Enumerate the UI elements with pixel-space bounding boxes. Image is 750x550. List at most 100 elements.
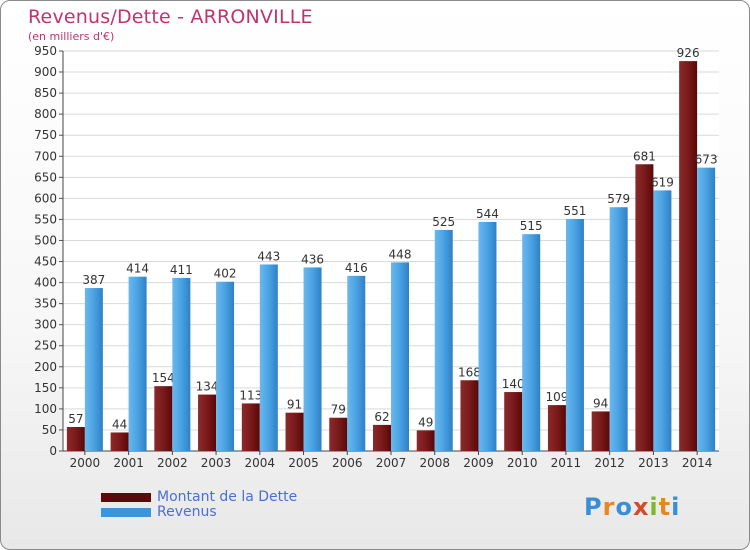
bar-revenue bbox=[434, 229, 453, 451]
data-label-revenue: 387 bbox=[82, 273, 105, 287]
x-tick-label: 2010 bbox=[507, 456, 538, 470]
data-label-revenue: 551 bbox=[563, 204, 586, 218]
legend-swatch-debt bbox=[101, 492, 151, 502]
proxiti-logo: Proxiti bbox=[584, 493, 680, 521]
data-label-debt: 113 bbox=[239, 388, 262, 402]
x-tick-label: 2003 bbox=[201, 456, 232, 470]
x-tick-label: 2005 bbox=[288, 456, 319, 470]
logo-letter: r bbox=[602, 493, 616, 521]
data-label-debt: 57 bbox=[68, 412, 83, 426]
y-tick-label: 50 bbox=[42, 423, 57, 437]
data-label-revenue: 619 bbox=[651, 175, 674, 189]
data-label-revenue: 402 bbox=[214, 267, 237, 281]
x-tick-label: 2007 bbox=[376, 456, 407, 470]
y-tick-label: 500 bbox=[34, 233, 57, 247]
bar-revenue bbox=[478, 221, 497, 451]
x-tick-label: 2009 bbox=[463, 456, 494, 470]
y-tick-label: 150 bbox=[34, 381, 57, 395]
y-tick-label: 250 bbox=[34, 339, 57, 353]
bar-debt bbox=[416, 430, 435, 451]
bar-debt bbox=[198, 394, 217, 451]
y-tick-label: 900 bbox=[34, 65, 57, 79]
bar-revenue bbox=[565, 219, 584, 451]
bar-revenue bbox=[172, 277, 191, 451]
data-label-debt: 926 bbox=[677, 46, 700, 60]
chart-title: Revenus/Dette - ARRONVILLE bbox=[28, 6, 313, 28]
bar-debt bbox=[547, 405, 566, 451]
data-label-debt: 154 bbox=[152, 371, 175, 385]
bar-debt bbox=[635, 164, 654, 451]
bar-revenue bbox=[653, 190, 672, 452]
bar-revenue bbox=[303, 267, 322, 451]
data-label-debt: 44 bbox=[112, 417, 127, 431]
bar-debt bbox=[154, 386, 173, 451]
y-tick-label: 300 bbox=[34, 318, 57, 332]
bar-debt bbox=[679, 61, 698, 452]
x-tick-label: 2006 bbox=[332, 456, 363, 470]
bar-revenue bbox=[347, 275, 366, 451]
data-label-revenue: 443 bbox=[257, 249, 280, 263]
x-tick-label: 2011 bbox=[551, 456, 582, 470]
bar-debt bbox=[373, 424, 391, 451]
bar-revenue bbox=[84, 288, 103, 451]
y-tick-label: 200 bbox=[34, 360, 57, 374]
x-tick-label: 2014 bbox=[682, 456, 713, 470]
bar-revenue bbox=[216, 281, 235, 451]
x-tick-label: 2013 bbox=[638, 456, 669, 470]
bar-revenue bbox=[697, 167, 716, 451]
x-tick-label: 2004 bbox=[245, 456, 276, 470]
x-tick-label: 2000 bbox=[70, 456, 101, 470]
logo-letter: o bbox=[615, 493, 633, 521]
bar-debt bbox=[285, 412, 304, 451]
data-label-revenue: 411 bbox=[170, 263, 193, 277]
data-label-revenue: 579 bbox=[607, 192, 630, 206]
logo-letter: P bbox=[584, 493, 603, 521]
y-tick-label: 700 bbox=[34, 149, 57, 163]
data-label-revenue: 416 bbox=[345, 261, 368, 275]
bar-debt bbox=[504, 392, 523, 451]
logo-letter: i bbox=[649, 493, 659, 521]
y-tick-label: 550 bbox=[34, 212, 57, 226]
bar-debt bbox=[66, 427, 85, 451]
bar-revenue bbox=[609, 207, 628, 451]
y-tick-label: 850 bbox=[34, 86, 57, 100]
bar-revenue bbox=[391, 262, 409, 451]
x-tick-label: 2012 bbox=[594, 456, 625, 470]
x-tick-label: 2002 bbox=[157, 456, 188, 470]
y-tick-label: 950 bbox=[34, 44, 57, 58]
logo-letter: x bbox=[632, 493, 650, 521]
bar-debt bbox=[591, 411, 610, 451]
bar-revenue bbox=[522, 234, 541, 451]
legend-swatch-revenue bbox=[101, 507, 151, 517]
data-label-revenue: 544 bbox=[476, 207, 499, 221]
data-label-revenue: 673 bbox=[695, 153, 718, 167]
bar-debt bbox=[241, 403, 260, 451]
y-tick-label: 350 bbox=[34, 297, 57, 311]
data-label-debt: 681 bbox=[633, 149, 656, 163]
y-tick-label: 0 bbox=[49, 444, 57, 458]
x-tick-label: 2008 bbox=[419, 456, 450, 470]
legend-item-debt: Montant de la Dette bbox=[101, 489, 297, 505]
legend-item-revenue: Revenus bbox=[101, 504, 217, 520]
bar-debt bbox=[110, 432, 129, 451]
data-label-revenue: 414 bbox=[126, 262, 149, 276]
logo-letter: i bbox=[671, 493, 681, 521]
data-label-debt: 140 bbox=[502, 377, 525, 391]
chart-subtitle: (en milliers d'€) bbox=[28, 30, 115, 43]
y-tick-label: 400 bbox=[34, 276, 57, 290]
y-tick-label: 600 bbox=[34, 191, 57, 205]
data-label-revenue: 525 bbox=[432, 215, 455, 229]
y-tick-label: 750 bbox=[34, 128, 57, 142]
data-label-debt: 109 bbox=[545, 390, 568, 404]
data-label-debt: 94 bbox=[593, 396, 608, 410]
bar-revenue bbox=[128, 276, 147, 451]
data-label-debt: 49 bbox=[418, 415, 433, 429]
data-label-revenue: 515 bbox=[520, 219, 543, 233]
x-tick-label: 2001 bbox=[113, 456, 144, 470]
data-label-debt: 62 bbox=[374, 410, 389, 424]
y-tick-label: 650 bbox=[34, 170, 57, 184]
y-tick-label: 450 bbox=[34, 255, 57, 269]
bar-debt bbox=[329, 417, 348, 451]
data-label-debt: 134 bbox=[196, 380, 219, 394]
